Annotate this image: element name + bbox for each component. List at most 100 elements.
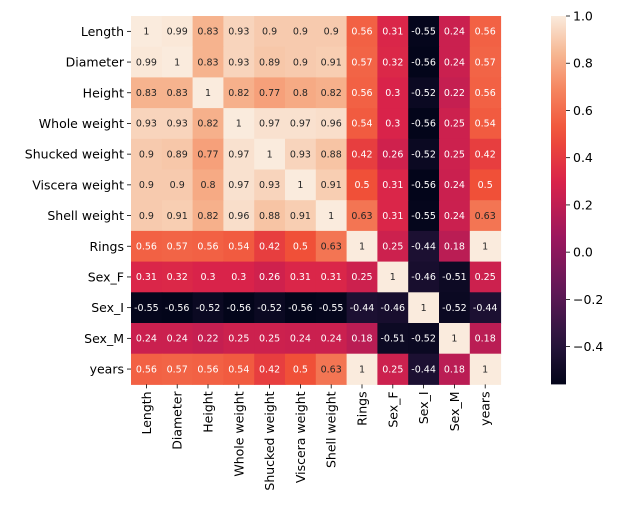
heatmap-cell: [346, 16, 378, 48]
heatmap-cell: [161, 169, 194, 201]
cell-value-label: 0.24: [444, 211, 465, 222]
cell-value-label: -0.55: [134, 303, 159, 314]
cell-value-label: 1: [174, 57, 180, 68]
cell-value-label: 0.3: [385, 119, 400, 130]
cell-value-label: 0.42: [475, 149, 496, 160]
heatmap-cell: [192, 323, 224, 355]
cell-value-label: 0.93: [259, 180, 280, 191]
cell-value-label: 0.57: [475, 57, 496, 68]
column-label: Rings: [355, 391, 370, 426]
cell-value-label: 1: [390, 272, 396, 283]
cell-value-label: -0.44: [411, 241, 436, 252]
cell-value-label: 0.26: [259, 272, 280, 283]
heatmap-cell: [285, 292, 317, 324]
colorbar-tick-label: 0.8: [573, 56, 593, 71]
cell-value-label: 0.83: [197, 27, 218, 38]
cell-value-label: 0.18: [444, 364, 465, 375]
heatmap-cell: [192, 169, 224, 201]
cell-value-label: 0.3: [200, 272, 215, 283]
heatmap-cell: [408, 353, 440, 385]
heatmap-cell: [285, 169, 317, 201]
heatmap-cell: [161, 77, 194, 109]
cell-value-label: 0.93: [136, 119, 157, 130]
row-label: Shucked weight: [25, 147, 124, 162]
column-label: Sex_F: [385, 391, 400, 427]
row-label: Sex_M: [84, 331, 124, 346]
cell-value-label: 0.42: [259, 364, 280, 375]
cell-value-label: 0.57: [351, 57, 372, 68]
heatmap-cell: [439, 261, 471, 293]
column-label: Diameter: [170, 391, 185, 450]
cell-value-label: -0.44: [350, 303, 375, 314]
heatmap-cell: [254, 108, 286, 140]
heatmap-cell: [408, 200, 440, 232]
row-label: Viscera weight: [32, 177, 124, 192]
cell-value-label: 0.77: [259, 88, 280, 99]
heatmap-cell: [315, 323, 348, 355]
column-label: Viscera weight: [293, 391, 308, 483]
heatmap-cell: [408, 323, 440, 355]
row-label: Rings: [89, 239, 124, 254]
cell-value-label: 1: [359, 364, 365, 375]
heatmap-cell: [161, 46, 194, 78]
cell-value-label: 0.93: [290, 149, 311, 160]
cell-value-label: 0.24: [290, 334, 311, 345]
colorbar-tick-label: 1.0: [573, 9, 593, 24]
heatmap-cell: [254, 230, 286, 263]
cell-value-label: 0.63: [321, 241, 342, 252]
cell-value-label: 0.5: [293, 241, 308, 252]
heatmap-cell: [439, 230, 471, 263]
cell-value-label: 0.32: [167, 272, 188, 283]
heatmap-cell: [223, 323, 255, 355]
column-labels: Length Diameter Height Whole weight Shucked …: [139, 384, 493, 491]
heatmap-cell: [131, 292, 163, 324]
cell-value-label: 0.5: [293, 364, 308, 375]
heatmap-cell: [192, 353, 224, 385]
heatmap-cell: [161, 138, 194, 170]
cell-value-label: 0.25: [259, 334, 280, 345]
cell-value-label: 0.9: [293, 27, 308, 38]
column-label: Sex_I: [416, 391, 431, 424]
heatmap-cell: [192, 46, 224, 78]
cell-value-label: 0.25: [382, 241, 403, 252]
cell-value-label: 0.8: [293, 88, 308, 99]
heatmap-cell: [285, 108, 317, 140]
heatmap-cell: [377, 292, 409, 324]
cell-value-label: -0.51: [381, 334, 406, 345]
cell-value-label: -0.52: [411, 334, 436, 345]
heatmap-cell: [346, 108, 378, 140]
cell-value-label: 0.56: [197, 364, 218, 375]
cell-value-label: 1: [359, 241, 365, 252]
heatmap-cell: [223, 169, 255, 201]
cell-value-label: 0.31: [382, 27, 403, 38]
cell-value-label: 0.91: [290, 211, 311, 222]
cell-value-label: 0.96: [321, 119, 342, 130]
cell-value-label: 0.54: [475, 119, 496, 130]
cell-value-label: 1: [482, 241, 488, 252]
cell-value-label: 0.24: [321, 334, 342, 345]
heatmap-cell: [346, 77, 378, 109]
cell-value-label: 0.25: [351, 272, 372, 283]
heatmap-cell: [161, 353, 194, 385]
cell-value-label: 0.26: [382, 149, 403, 160]
cell-value-label: 0.9: [139, 211, 154, 222]
heatmap-cell: [223, 261, 255, 293]
cell-value-label: 1: [236, 119, 242, 130]
heatmap-cell: [346, 200, 378, 232]
heatmap-cell: [285, 77, 317, 109]
heatmap-cell: [346, 138, 378, 170]
heatmap-cell: [469, 46, 502, 78]
cell-value-label: 0.93: [167, 119, 188, 130]
colorbar: 1.0 0.8 0.6 0.4 0.2 0.0 −0.2 −0.4: [551, 9, 603, 385]
cell-value-label: 0.25: [475, 272, 496, 283]
heatmap-cell: [408, 138, 440, 170]
cell-value-label: 0.56: [475, 88, 496, 99]
heatmap-cell: [131, 138, 163, 170]
heatmap-cell: [192, 261, 224, 293]
cell-value-label: 0.3: [231, 272, 246, 283]
heatmap-cell: [439, 77, 471, 109]
heatmap-cell: [223, 200, 255, 232]
cell-value-label: 0.18: [475, 334, 496, 345]
cell-value-label: -0.56: [227, 303, 252, 314]
row-label: Length: [81, 24, 124, 39]
